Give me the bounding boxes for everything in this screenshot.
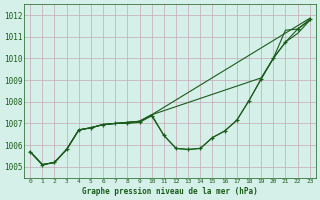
X-axis label: Graphe pression niveau de la mer (hPa): Graphe pression niveau de la mer (hPa)	[82, 187, 258, 196]
